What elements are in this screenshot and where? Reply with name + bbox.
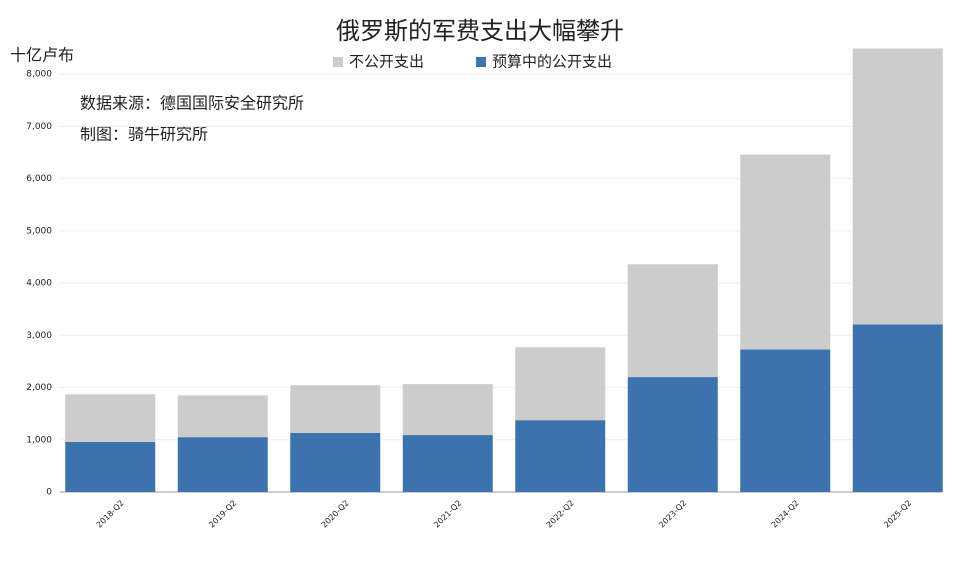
- legend-label: 预算中的公开支出: [492, 53, 612, 71]
- bar: [65, 441, 156, 492]
- bar: [627, 377, 718, 492]
- x-tick-label: 2022-Q2: [545, 498, 576, 529]
- y-tick-label: 6,000: [26, 174, 52, 184]
- y-tick-label: 0: [46, 488, 52, 498]
- y-tick-label: 1,000: [26, 435, 52, 445]
- bar: [290, 385, 381, 433]
- bar: [177, 437, 268, 492]
- bar: [740, 349, 831, 492]
- bar: [627, 264, 718, 378]
- legend-swatch: [476, 57, 486, 67]
- x-tick-label: 2018-Q2: [95, 498, 126, 529]
- y-tick-label: 8,000: [26, 70, 52, 80]
- x-tick-label: 2020-Q2: [320, 498, 351, 529]
- bar: [290, 432, 381, 492]
- x-tick-label: 2021-Q2: [432, 498, 463, 529]
- y-tick-label: 4,000: [26, 279, 52, 289]
- legend-swatch: [333, 57, 343, 67]
- x-tick-label: 2025-Q2: [882, 498, 913, 529]
- y-tick-label: 5,000: [26, 226, 52, 236]
- x-tick-label: 2024-Q2: [770, 498, 801, 529]
- x-tick-label: 2023-Q2: [657, 498, 688, 529]
- chart-title: 俄罗斯的军费支出大幅攀升: [336, 17, 624, 45]
- bar: [740, 154, 831, 350]
- bar: [402, 384, 493, 436]
- legend-label: 不公开支出: [349, 53, 424, 71]
- y-axis-label: 十亿卢布: [10, 46, 74, 65]
- y-tick-label: 7,000: [26, 122, 52, 132]
- annotation: 制图：骑牛研究所: [80, 125, 208, 144]
- annotation: 数据来源：德国国际安全研究所: [80, 94, 304, 113]
- bar: [515, 347, 606, 421]
- bar: [515, 420, 606, 492]
- bar: [852, 48, 943, 325]
- bar: [65, 394, 156, 442]
- x-tick-label: 2019-Q2: [207, 498, 238, 529]
- y-tick-label: 3,000: [26, 331, 52, 341]
- bar: [177, 395, 268, 438]
- bar: [852, 324, 943, 492]
- y-tick-label: 2,000: [26, 383, 52, 393]
- bar: [402, 435, 493, 492]
